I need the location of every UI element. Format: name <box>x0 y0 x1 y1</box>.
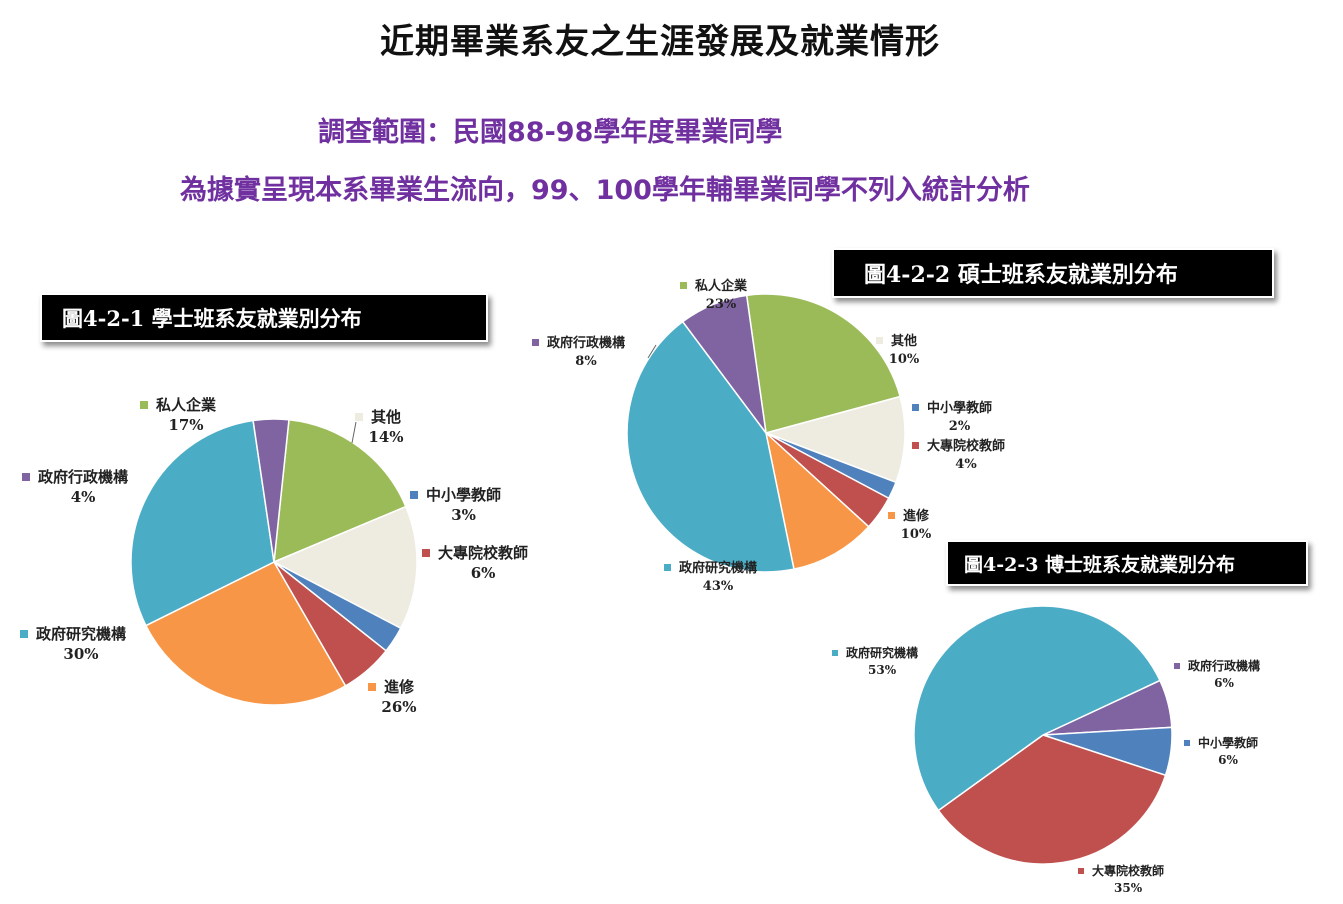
pie-label: 進修 10% <box>888 508 932 542</box>
legend-marker <box>912 404 919 411</box>
slice-value-label: 53% <box>868 663 897 677</box>
slice-value-label: 17% <box>168 416 203 434</box>
slice-value-label: 43% <box>703 579 734 594</box>
pie-label: 政府研究機構 43% <box>664 560 757 594</box>
pie-label: 中小學教師 6% <box>1184 735 1258 767</box>
slice-name-label: 進修 <box>384 678 415 696</box>
pie-label: 私人企業 17% <box>140 396 217 434</box>
master-pie-chart: 私人企業 23% 其他 10% 中小學教師 2% 大專院校教師 4% 進修 10% 政府研究機構 43… <box>532 278 1005 594</box>
slice-value-label: 4% <box>955 457 977 472</box>
slice-name-label: 政府行政機構 <box>1188 658 1260 673</box>
slice-value-label: 6% <box>471 564 496 582</box>
pie-slice <box>144 561 347 706</box>
slice-value-label: 23% <box>706 297 737 312</box>
legend-marker <box>422 549 430 557</box>
pie-slice <box>626 320 795 573</box>
pie-label: 其他 10% <box>876 333 920 367</box>
slice-name-label: 政府行政機構 <box>38 468 128 486</box>
pie-slice <box>937 734 1167 865</box>
legend-marker <box>20 630 28 638</box>
master-chart-title: 圖4-2-2 碩士班系友就業別分布 <box>832 248 1274 298</box>
pie-label: 其他 14% <box>355 408 404 446</box>
doctoral-chart-title: 圖4-2-3 博士班系友就業別分布 <box>946 540 1308 586</box>
legend-marker <box>22 473 30 481</box>
pie-label: 中小學教師 3% <box>410 486 501 524</box>
slice-value-label: 6% <box>1214 676 1234 690</box>
slice-value-label: 3% <box>451 506 476 524</box>
pie-label: 政府行政機構 8% <box>532 335 625 369</box>
slice-value-label: 4% <box>71 488 96 506</box>
pie-label: 政府研究機構 53% <box>832 645 918 677</box>
slice-name-label: 大專院校教師 <box>1092 863 1164 878</box>
pie-slice <box>745 293 902 434</box>
pie-label: 政府研究機構 30% <box>20 625 126 663</box>
slice-value-label: 30% <box>63 645 98 663</box>
slice-name-label: 政府研究機構 <box>679 560 757 576</box>
slice-value-label: 6% <box>1218 753 1238 767</box>
slice-name-label: 大專院校教師 <box>927 438 1005 454</box>
slice-value-label: 8% <box>575 354 597 369</box>
doctoral-pie-chart: 政府行政機構 6% 中小學教師 6% 大專院校教師 35% 政府研究機構 53% <box>832 605 1260 895</box>
slice-name-label: 中小學教師 <box>426 486 501 504</box>
slice-name-label: 其他 <box>371 408 401 426</box>
pie-label: 大專院校教師 35% <box>1078 863 1164 895</box>
legend-marker <box>368 683 376 691</box>
pie-slice <box>272 505 418 630</box>
slice-name-label: 進修 <box>903 508 930 524</box>
pie-slice <box>681 294 767 434</box>
slice-name-label: 政府研究機構 <box>846 645 918 660</box>
legend-marker <box>410 491 418 499</box>
legend-marker <box>1184 740 1190 746</box>
survey-scope-text: 調查範圍：民國88-98學年度畢業同學 <box>318 117 783 148</box>
legend-marker <box>832 650 838 656</box>
slice-name-label: 中小學教師 <box>927 400 992 416</box>
pie-label: 中小學教師 2% <box>912 400 992 434</box>
label-leader-line <box>647 344 657 359</box>
legend-marker <box>1078 868 1084 874</box>
pie-label: 大專院校教師 6% <box>422 544 528 582</box>
slice-value-label: 14% <box>368 428 403 446</box>
pie-slice <box>130 419 275 627</box>
legend-marker <box>1174 663 1180 669</box>
pie-slice <box>763 395 906 484</box>
pie-label: 政府行政機構 6% <box>1174 658 1260 690</box>
pie-label: 私人企業 23% <box>680 278 748 312</box>
pie-slice <box>273 418 407 564</box>
slice-name-label: 政府研究機構 <box>36 625 126 643</box>
slice-name-label: 其他 <box>891 333 917 349</box>
slice-value-label: 35% <box>1114 881 1143 895</box>
legend-marker <box>680 282 687 289</box>
legend-marker <box>876 337 883 344</box>
legend-marker <box>888 512 895 519</box>
slice-value-label: 10% <box>889 352 920 367</box>
legend-marker <box>140 401 148 409</box>
slice-name-label: 政府行政機構 <box>547 335 625 351</box>
slice-value-label: 26% <box>381 698 416 716</box>
survey-note-text: 為據實呈現本系畢業生流向，99、100學年輔畢業同學不列入統計分析 <box>180 175 1030 206</box>
legend-marker <box>532 339 539 346</box>
slice-name-label: 私人企業 <box>695 278 748 294</box>
slice-name-label: 中小學教師 <box>1198 735 1258 750</box>
pie-slice <box>764 430 870 571</box>
pie-label: 政府行政機構 4% <box>22 468 128 506</box>
label-leader-line <box>351 421 357 444</box>
page-title: 近期畢業系友之生涯發展及就業情形 <box>380 22 940 62</box>
pie-slice <box>252 418 290 563</box>
legend-marker <box>664 564 671 571</box>
slice-value-label: 2% <box>949 419 971 434</box>
pie-label: 進修 26% <box>368 678 417 716</box>
slice-name-label: 大專院校教師 <box>438 544 528 562</box>
legend-marker <box>912 442 919 449</box>
slice-value-label: 10% <box>901 527 932 542</box>
pie-slice <box>913 605 1161 812</box>
bachelor-chart-title: 圖4-2-1 學士班系友就業別分布 <box>40 293 488 342</box>
bachelor-pie-chart: 私人企業 17% 其他 14% 中小學教師 3% 大專院校教師 6% 進修 26% 政府研究機構 30… <box>20 396 528 716</box>
slice-name-label: 私人企業 <box>155 396 217 414</box>
pie-label: 大專院校教師 4% <box>912 438 1005 472</box>
legend-marker <box>355 413 363 421</box>
